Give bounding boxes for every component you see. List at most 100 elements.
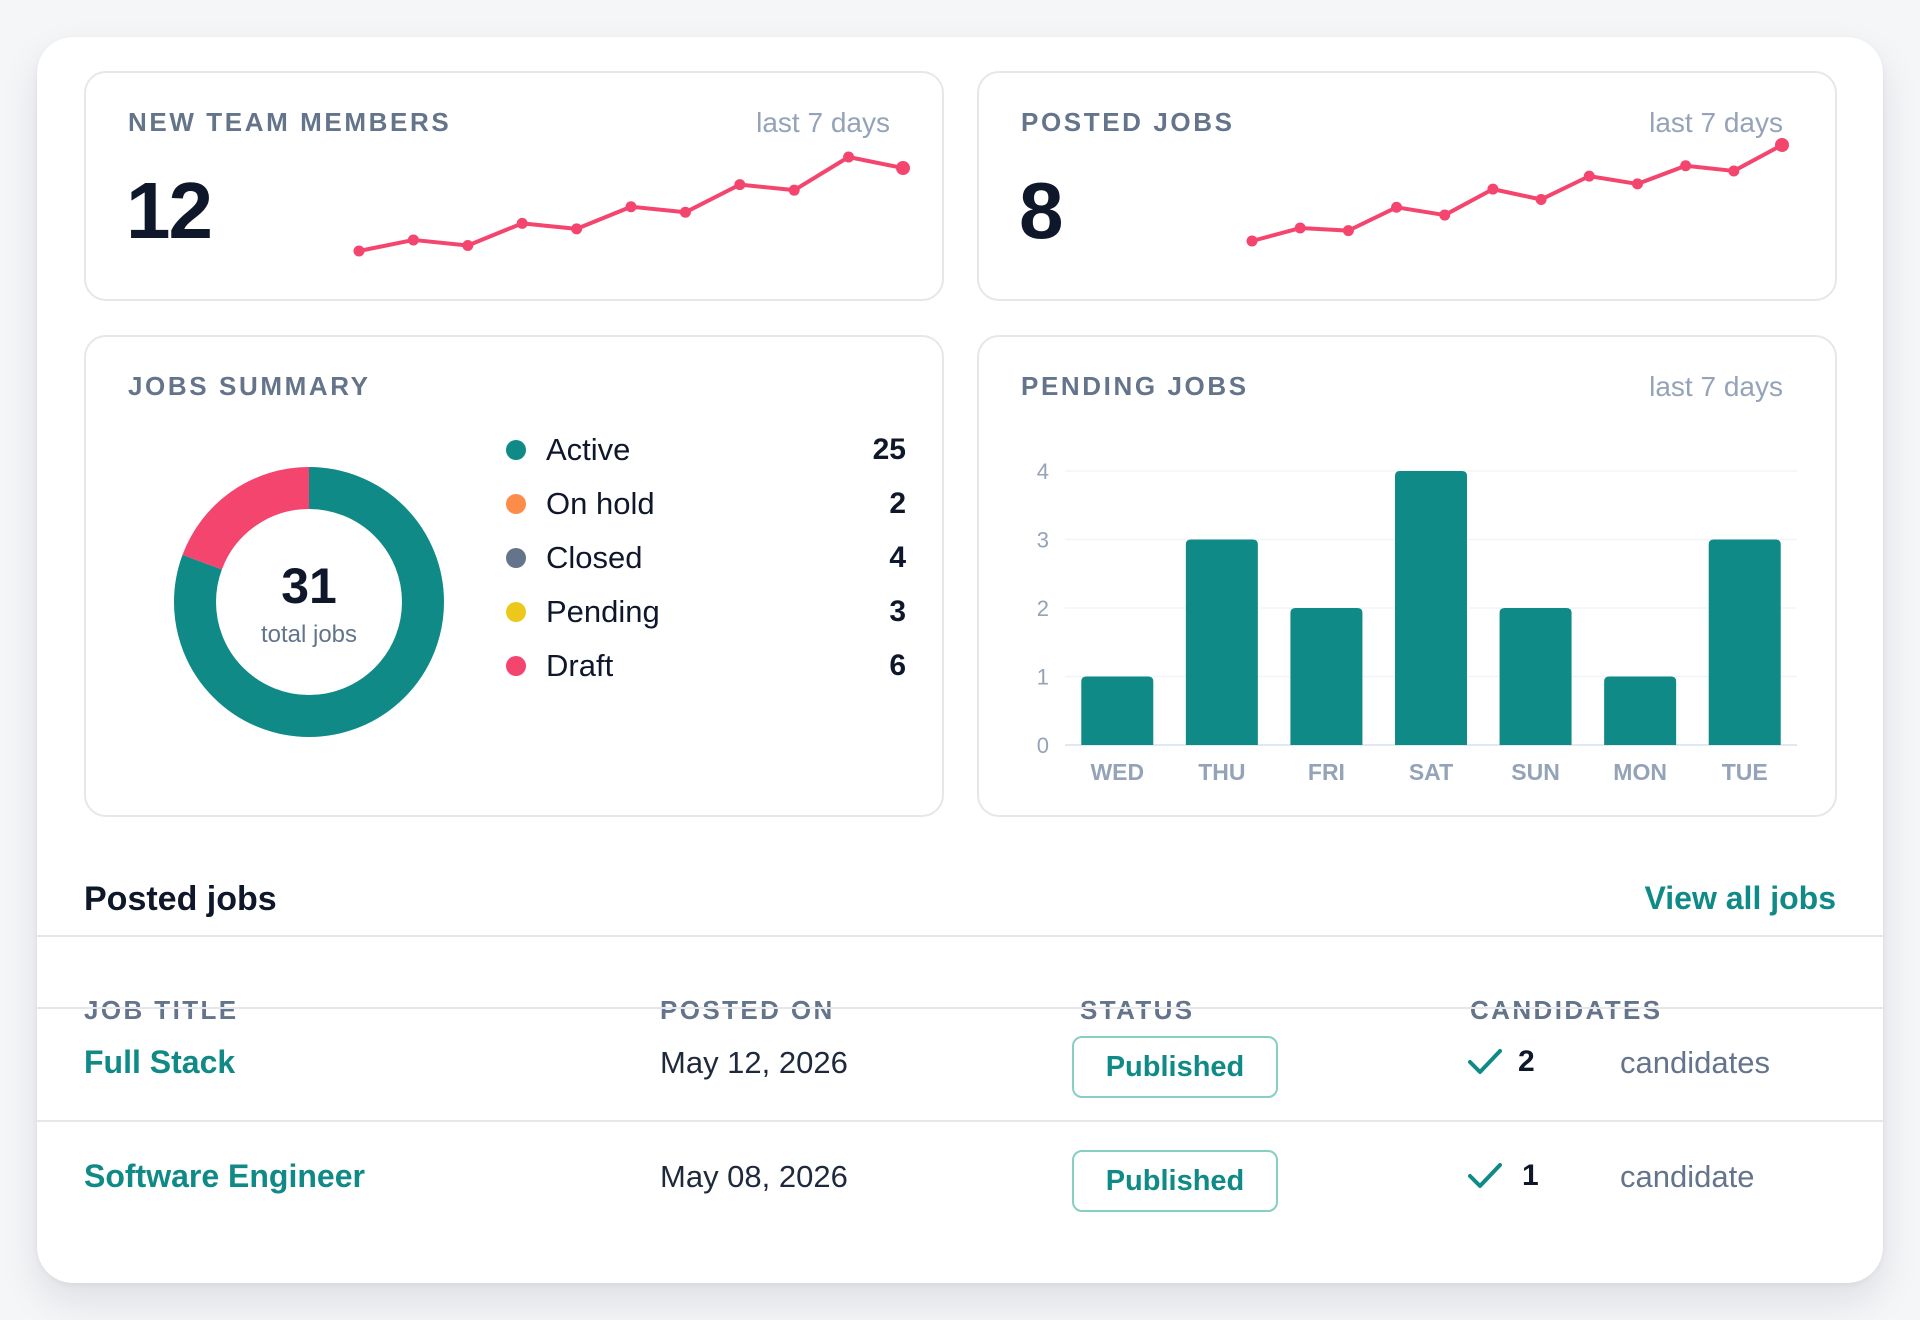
posted-jobs-heading: Posted jobs	[84, 880, 277, 918]
y-tick-label: 4	[1037, 459, 1049, 484]
bar	[1185, 539, 1258, 745]
new-team-members-sparkline	[353, 151, 910, 257]
card-range: last 7 days	[1649, 107, 1783, 138]
sparkline-point	[516, 217, 528, 229]
legend-dot-icon	[506, 602, 526, 622]
sparkline-point	[1342, 225, 1354, 237]
sparkline-point	[843, 151, 855, 163]
posted-jobs-sparkline	[1246, 138, 1789, 247]
table-divider	[37, 1007, 1883, 1009]
table-divider	[37, 1120, 1883, 1122]
legend-count: 6	[889, 649, 906, 682]
legend-dot-icon	[506, 494, 526, 514]
job-title-link[interactable]: Software Engineer	[84, 1158, 365, 1194]
card-title: NEW TEAM MEMBERS	[128, 107, 452, 137]
card-range: last 7 days	[1649, 371, 1783, 402]
sparkline-point	[1391, 201, 1403, 213]
bar	[1081, 676, 1154, 745]
legend-label: Draft	[546, 648, 614, 683]
sparkline-point	[734, 179, 746, 191]
x-tick-label: FRI	[1308, 759, 1345, 785]
sparkline-point	[571, 223, 583, 235]
candidates-label: candidates	[1620, 1045, 1770, 1080]
y-tick-label: 2	[1037, 596, 1049, 621]
pending-jobs-bar-chart: 0 1 2 3 4 WED THU FRI SAT SUN MON TUE	[1037, 459, 1797, 785]
legend-count: 3	[889, 595, 906, 628]
legend-count: 25	[872, 433, 906, 466]
sparkline-point	[625, 201, 637, 213]
sparkline-point	[1487, 183, 1499, 195]
sparkline-point	[1775, 138, 1789, 152]
sparkline-point	[1294, 222, 1306, 234]
candidates-label: candidate	[1620, 1159, 1755, 1194]
column-header-posted-on: POSTED ON	[660, 995, 835, 1025]
y-tick-label: 0	[1037, 733, 1049, 758]
status-badge: Published	[1072, 1036, 1278, 1098]
legend-label: Closed	[546, 540, 643, 575]
y-tick-label: 1	[1037, 665, 1049, 690]
legend-item-closed: Closed 4	[506, 531, 906, 585]
legend-dot-icon	[506, 548, 526, 568]
sparkline-point	[1583, 170, 1595, 182]
legend-dot-icon	[506, 440, 526, 460]
sparkline-point	[1728, 165, 1740, 177]
sparkline-line	[1250, 143, 1784, 243]
status-badge: Published	[1072, 1150, 1278, 1212]
legend-label: Pending	[546, 594, 660, 629]
sparkline-point	[1631, 178, 1643, 190]
legend-label: On hold	[546, 486, 655, 521]
posted-jobs-card: POSTED JOBS last 7 days 8	[977, 71, 1837, 301]
sparkline-point	[1535, 193, 1547, 205]
bar	[1604, 676, 1677, 745]
x-tick-label: THU	[1198, 759, 1245, 785]
job-title-link[interactable]: Full Stack	[84, 1044, 236, 1080]
legend-item-active: Active 25	[506, 423, 906, 477]
legend-count: 2	[889, 487, 906, 520]
bar	[1290, 608, 1363, 745]
sparkline-point	[896, 161, 910, 176]
sparkline-point	[679, 206, 691, 218]
sparkline-point	[1439, 209, 1451, 221]
check-icon	[1468, 1163, 1502, 1188]
sparkline-point	[1246, 235, 1258, 247]
posted-on-date: May 12, 2026	[660, 1045, 848, 1080]
sparkline-point	[407, 234, 419, 246]
table-divider	[37, 935, 1883, 937]
x-tick-label: MON	[1613, 759, 1667, 785]
sparkline-point	[462, 239, 474, 251]
donut-segment-draft	[174, 467, 444, 737]
candidates-count: 1	[1522, 1159, 1539, 1192]
jobs-donut-chart: 31 total jobs	[172, 465, 446, 739]
card-range: last 7 days	[756, 107, 890, 138]
bar	[1395, 471, 1467, 745]
posted-on-date: May 08, 2026	[660, 1159, 848, 1194]
legend-count: 4	[889, 541, 906, 574]
new-team-members-card: NEW TEAM MEMBERS last 7 days 12	[84, 71, 944, 301]
new-team-members-value: 12	[126, 166, 213, 255]
donut-total: 31	[281, 558, 337, 614]
posted-jobs-value: 8	[1019, 166, 1063, 255]
view-all-jobs-link[interactable]: View all jobs	[1644, 880, 1836, 916]
check-icon	[1468, 1049, 1502, 1074]
legend-item-pending: Pending 3	[506, 585, 906, 639]
candidates-count: 2	[1518, 1045, 1535, 1078]
legend-item-on-hold: On hold 2	[506, 477, 906, 531]
column-header-status: STATUS	[1080, 995, 1195, 1025]
jobs-summary-card: JOBS SUMMARY 31 total jobs Active 25 On ho…	[84, 335, 944, 817]
column-header-candidates: CANDIDATES	[1470, 995, 1663, 1025]
column-header-job-title: JOB TITLE	[84, 995, 239, 1025]
x-tick-label: WED	[1090, 759, 1144, 785]
card-title: POSTED JOBS	[1021, 107, 1235, 137]
legend-dot-icon	[506, 656, 526, 676]
sparkline-point	[353, 245, 365, 257]
card-title: PENDING JOBS	[1021, 371, 1249, 401]
bar	[1708, 539, 1781, 745]
sparkline-point	[1680, 160, 1692, 172]
x-tick-label: TUE	[1722, 759, 1768, 785]
y-tick-label: 3	[1037, 528, 1049, 553]
x-tick-label: SUN	[1511, 759, 1560, 785]
legend-item-draft: Draft 6	[506, 639, 906, 693]
pending-jobs-card: PENDING JOBS last 7 days 0 1 2 3 4 WED THU FRI S…	[977, 335, 1837, 817]
donut-total-label: total jobs	[260, 621, 358, 648]
card-title: JOBS SUMMARY	[128, 371, 371, 401]
